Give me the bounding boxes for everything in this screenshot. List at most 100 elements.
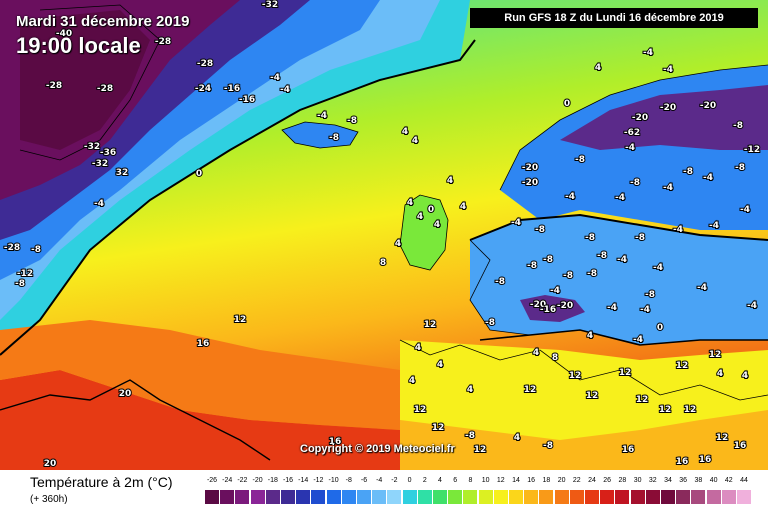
legend-swatch [402,490,417,504]
legend-swatch [235,490,250,504]
isotherm-label: -4 [270,73,280,83]
legend-tick-label: -26 [206,477,218,484]
isotherm-label: -12 [17,269,33,279]
isotherm-label: -4 [615,193,625,203]
isotherm-label: -8 [735,163,745,173]
isotherm-label: 12 [524,385,537,395]
isotherm-label: -4 [740,205,750,215]
isotherm-label: -62 [624,128,640,138]
isotherm-label: -20 [522,178,538,188]
legend-tick-label: -14 [298,477,309,484]
legend-tick-label: -24 [222,477,233,484]
legend-tick-label: 16 [527,477,536,484]
alps-cold [520,295,585,322]
isotherm-label: -36 [100,148,116,158]
isotherm-label: 0 [428,205,434,215]
isotherm-label: -24 [195,84,211,94]
scandinavia-core [560,85,768,150]
isotherm-label: 16 [329,437,342,447]
legend-tick-label: 28 [618,477,627,484]
legend-swatch [326,490,341,504]
legend-tick-label: 40 [709,477,718,484]
isotherm-label: 4 [587,331,593,341]
isotherm-label: -32 [92,159,108,169]
legend-swatch [205,490,219,504]
isotherm-label: -4 [565,192,575,202]
legend-tick-label: -8 [345,477,352,484]
isotherm-label: 4 [514,433,520,443]
isotherm-label: -20 [530,300,546,310]
legend-tick-label: -22 [237,477,248,484]
isotherm-label: -12 [744,145,760,155]
isotherm-label: -4 [663,183,673,193]
copyright-notice: Copyright © 2019 Meteociel.fr [300,443,455,455]
legend-swatch [630,490,645,504]
legend-tick-label: 8 [468,477,473,484]
isotherm-label: -8 [575,155,585,165]
isotherm-label: 16 [622,445,635,455]
isotherm-label: 0 [657,323,663,333]
legend-swatch [524,490,539,504]
isotherm-label: 4 [447,176,453,186]
legend-swatch [463,490,478,504]
legend-tick-label: 4 [438,477,442,484]
isotherm-label: -4 [617,255,627,265]
isotherm-label: 0 [196,169,202,179]
legend: Température à 2m (°C) (+ 360h) -26 -24 -22… [0,470,768,512]
isotherm-label: -8 [31,245,41,255]
legend-swatch [281,490,295,504]
isotherm-label: -8 [645,290,655,300]
legend-tick-label: -10 [328,477,339,484]
legend-swatch [433,490,447,504]
isotherm-label: -8 [543,255,553,265]
isotherm-label: -20 [522,163,538,173]
isotherm-label: 32 [116,168,129,178]
isotherm-label: -8 [527,261,537,271]
isotherm-label: -4 [640,305,650,315]
isotherm-label: 12 [414,405,427,415]
legend-tick-label: -6 [360,477,368,484]
isotherm-label: 12 [709,350,722,360]
isotherm-label: -16 [239,95,255,105]
isotherm-label: -8 [329,133,339,143]
legend-swatch [265,490,280,504]
legend-swatch [341,490,356,504]
legend-swatch [417,490,432,504]
isotherm-label: 4 [595,63,601,73]
isotherm-label: -8 [347,116,357,126]
legend-swatch [585,490,599,504]
isotherm-label: -4 [703,173,713,183]
isotherm-label: 16 [734,441,747,451]
legend-tick-label: -12 [313,477,324,484]
isotherm-label: -4 [653,263,663,273]
isotherm-label: 16 [676,457,689,467]
isotherm-label: -32 [262,0,278,10]
legend-tick-label: 22 [572,477,581,484]
isotherm-label: 12 [684,405,697,415]
isotherm-label: -8 [563,271,573,281]
isotherm-label: -4 [673,225,683,235]
isotherm-label: 16 [197,339,210,349]
legend-swatch [645,490,660,504]
isotherm-label: -8 [15,279,25,289]
forecast-date: Mardi 31 décembre 2019 [16,13,190,30]
isotherm-label: 12 [234,315,247,325]
legend-color-scale: -26 -24 -22 -20 -18 -16 -14 -12 -10 -8 -6 -4 -2 0 2 4 6 8… [204,477,756,509]
british-isles [400,195,448,270]
legend-swatch [554,490,569,504]
legend-swatch [600,490,615,504]
isotherm-label: 4 [402,127,408,137]
isotherm-label: 4 [467,385,473,395]
legend-tick-label: -2 [391,477,398,484]
isotherm-label: -4 [633,335,643,345]
legend-swatch [721,490,736,504]
isotherm-label: -4 [709,221,719,231]
isotherm-label: -4 [511,218,521,228]
isotherm-label: 4 [412,136,418,146]
isotherm-label: -8 [585,233,595,243]
legend-swatch [250,490,265,504]
isotherm-label: -20 [660,103,676,113]
legend-swatch [676,490,691,504]
legend-tick-label: -18 [267,477,278,484]
isotherm-label: 12 [659,405,672,415]
